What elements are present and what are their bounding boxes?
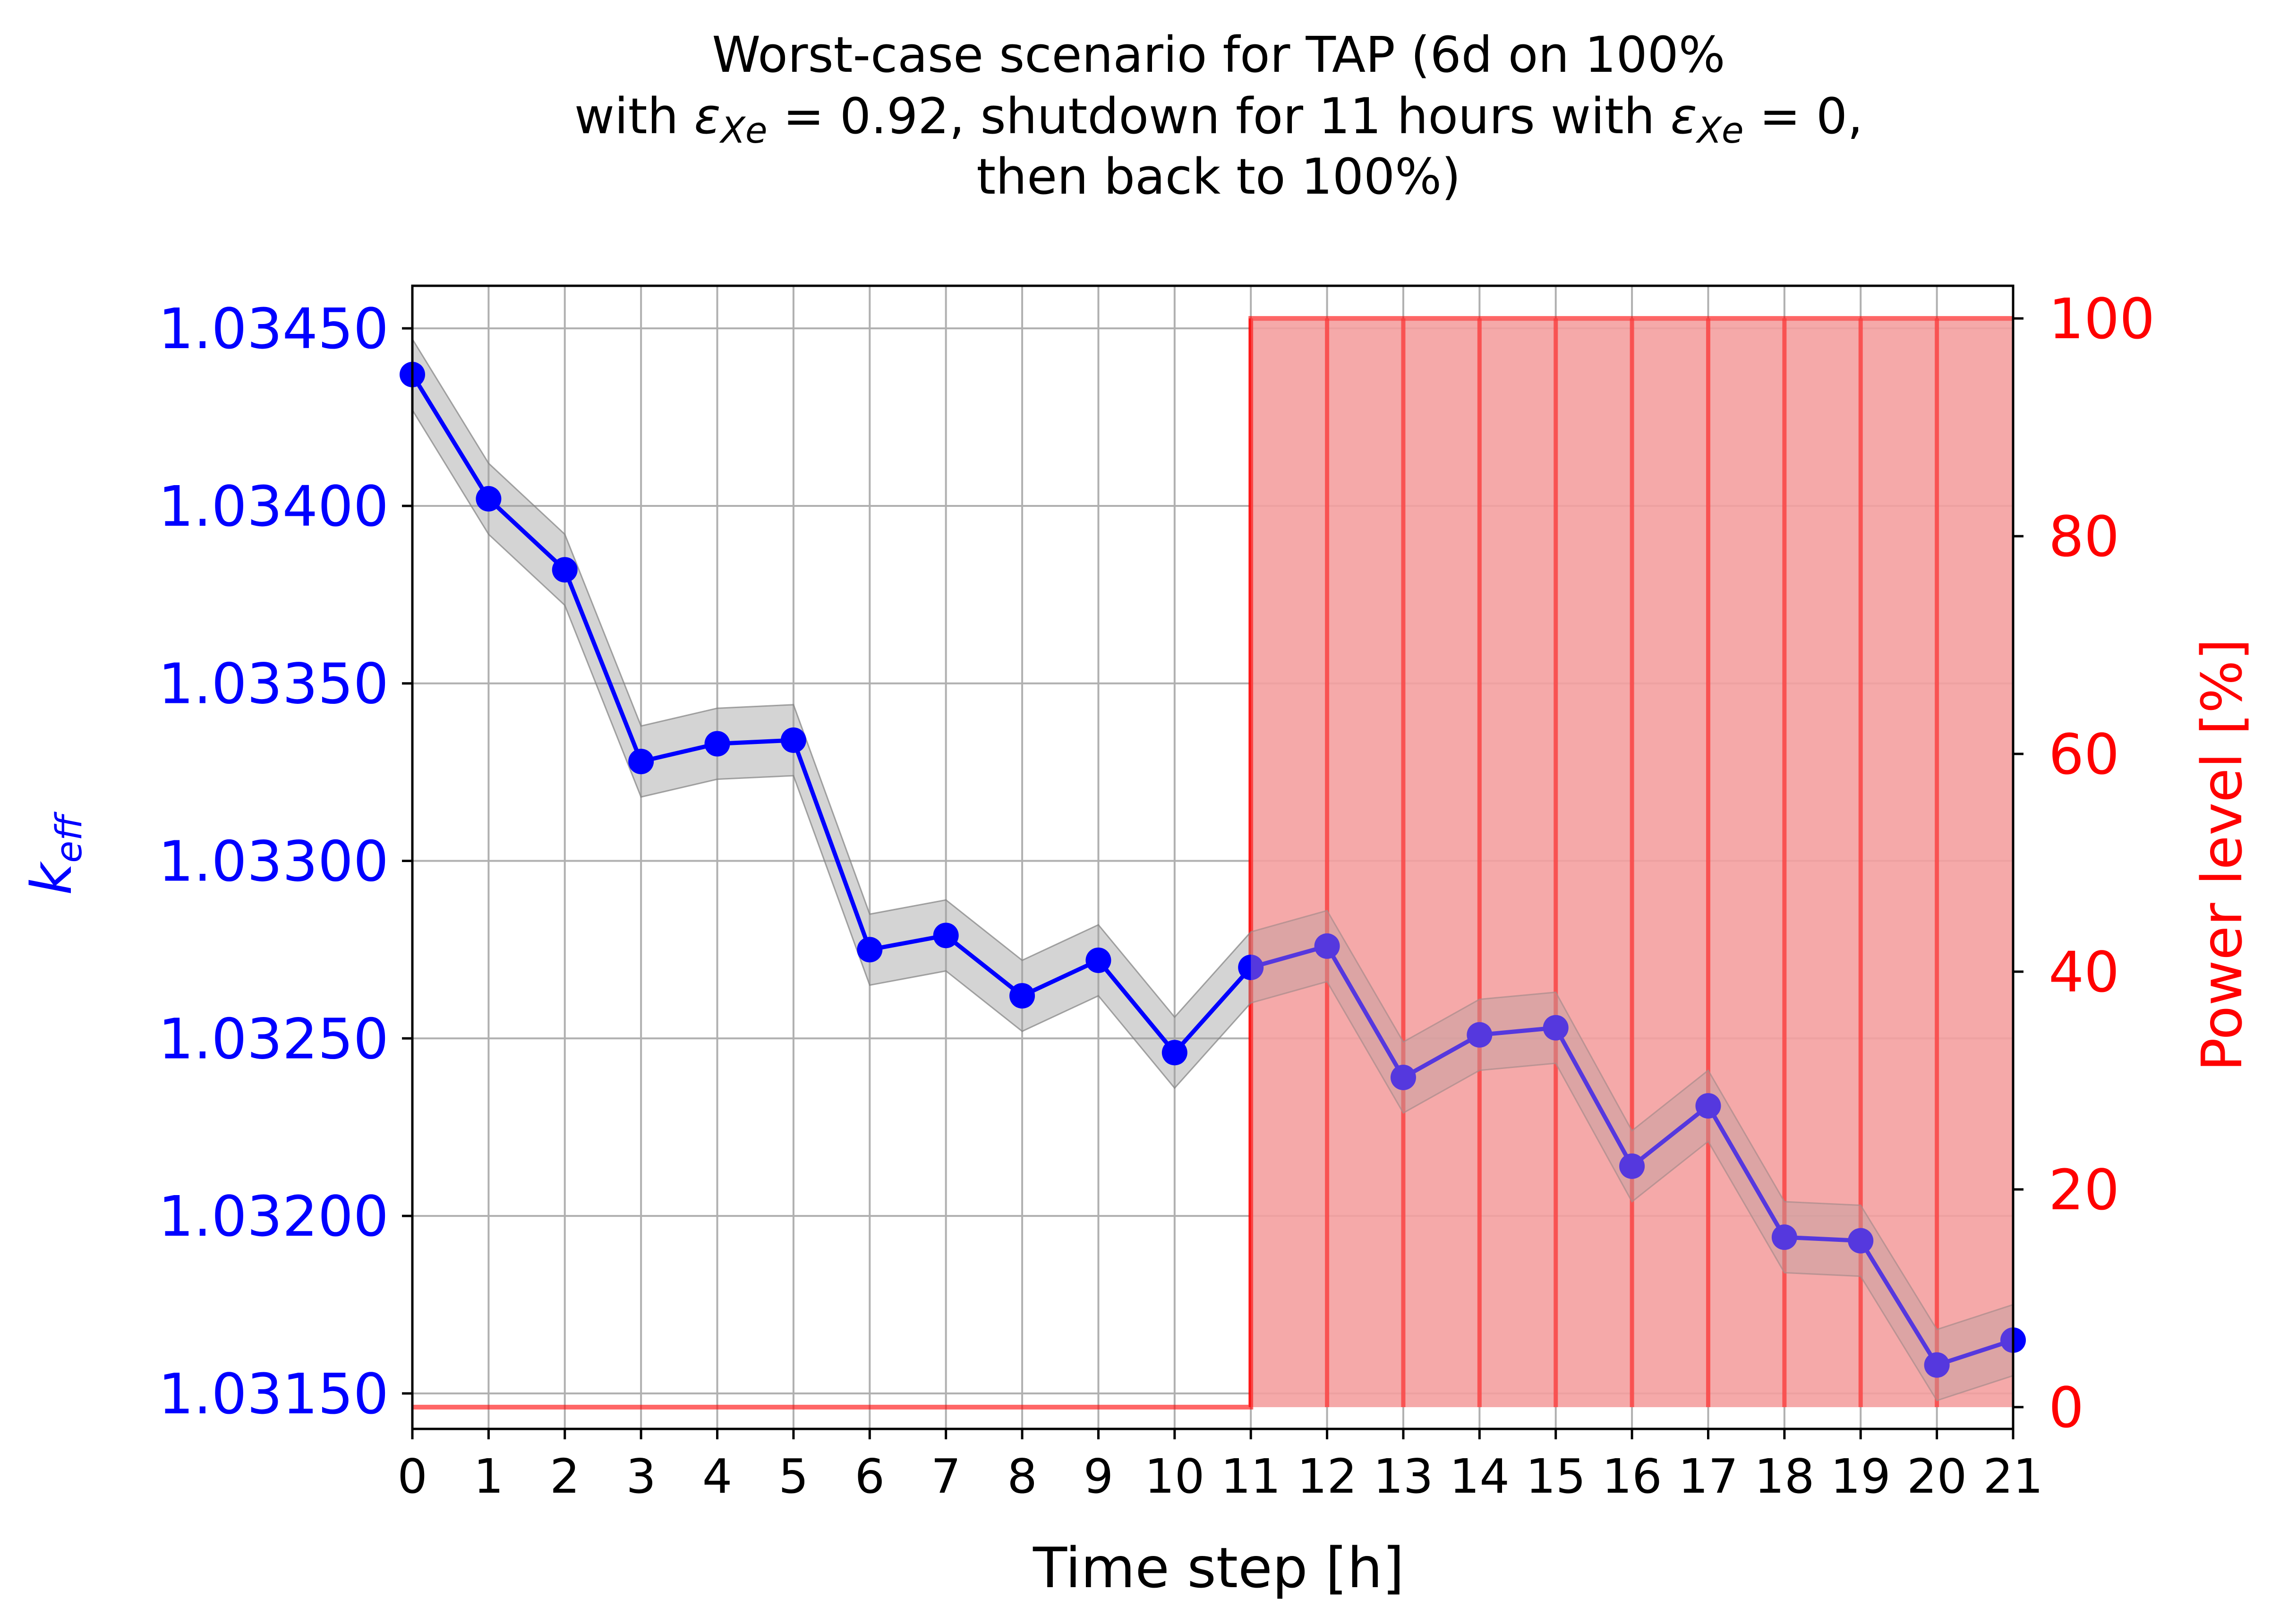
- x-tick-label: 15: [1526, 1449, 1586, 1504]
- keff-point: [1924, 1352, 1950, 1378]
- keff-point: [1695, 1093, 1721, 1119]
- y-left-tick-label: 1.03200: [158, 1184, 389, 1249]
- keff-point: [1848, 1228, 1874, 1254]
- x-tick-label: 13: [1373, 1449, 1433, 1504]
- y-axis-left-label: keff: [19, 812, 90, 895]
- title-epsilon-2: ε: [1671, 87, 1697, 145]
- x-tick-label: 8: [1007, 1449, 1037, 1504]
- x-tick-label: 6: [854, 1449, 885, 1504]
- y-axis-right-label: Power level [%]: [2189, 639, 2254, 1072]
- x-tick-label: 3: [626, 1449, 656, 1504]
- x-tick-label: 19: [1831, 1449, 1891, 1504]
- x-tick-label: 0: [397, 1449, 427, 1504]
- keff-point: [857, 937, 883, 963]
- title-epsilon-1: ε: [694, 87, 721, 145]
- x-tick-label: 17: [1678, 1449, 1738, 1504]
- x-tick-label: 21: [1983, 1449, 2043, 1504]
- power-fill-overlay: [1251, 318, 2013, 1407]
- x-tick-label: 18: [1754, 1449, 1814, 1504]
- keff-point: [1390, 1064, 1416, 1090]
- x-axis-label: Time step [h]: [1033, 1535, 1404, 1600]
- title-subscript-1: Xe: [719, 109, 768, 151]
- keff-point: [1238, 954, 1264, 980]
- chart-title-line-2: with εXe = 0.92, shutdown for 11 hours w…: [574, 87, 1863, 151]
- y-left-label-sub: eff: [48, 812, 90, 863]
- y-right-tick-label: 60: [2049, 722, 2119, 787]
- title-line-2-value-1: = 0.92, shutdown for 11 hours with: [768, 87, 1671, 145]
- keff-point: [628, 749, 654, 775]
- keff-point: [933, 923, 959, 949]
- keff-line: [410, 373, 2014, 1368]
- keff-point: [1771, 1224, 1797, 1250]
- keff-point: [1467, 1022, 1493, 1048]
- x-tick-label: 5: [778, 1449, 809, 1504]
- keff-series: [400, 318, 2026, 1407]
- y-left-tick-label: 1.03150: [158, 1361, 389, 1427]
- keff-point: [1619, 1153, 1645, 1179]
- power-series: [412, 316, 2013, 1410]
- title-subscript-2: Xe: [1695, 109, 1744, 151]
- title-line-2-value-2: = 0,: [1744, 87, 1863, 145]
- y-left-label-main: k: [19, 861, 84, 895]
- keff-point: [1161, 1040, 1187, 1066]
- y-right-tick-label: 80: [2049, 504, 2119, 569]
- y-axis-left-ticks: 1.03150 1.03200 1.03250 1.03300 1.03350 1.034…: [158, 296, 412, 1427]
- x-tick-label: 20: [1907, 1449, 1967, 1504]
- y-left-tick-label: 1.03450: [158, 296, 389, 361]
- keff-point: [1085, 947, 1111, 973]
- y-right-tick-label: 20: [2049, 1157, 2119, 1222]
- y-left-tick-label: 1.03350: [158, 651, 389, 717]
- keff-point: [1543, 1015, 1569, 1041]
- y-right-tick-label: 100: [2049, 286, 2155, 351]
- keff-point: [552, 557, 578, 583]
- x-tick-label: 4: [702, 1449, 733, 1504]
- chart-title-line-1: Worst-case scenario for TAP (6d on 100%: [712, 26, 1725, 84]
- plot-border: [411, 284, 2015, 1430]
- x-tick-label: 7: [931, 1449, 961, 1504]
- y-left-tick-label: 1.03400: [158, 474, 389, 539]
- x-tick-label: 1: [474, 1449, 504, 1504]
- chart-title: Worst-case scenario for TAP (6d on 100% …: [574, 26, 1863, 205]
- x-tick-label: 9: [1084, 1449, 1114, 1504]
- y-axis-right-ticks: 0 20 40 60 80 100: [2013, 286, 2155, 1440]
- chart-title-line-3: then back to 100%): [976, 148, 1460, 205]
- title-line-2-prefix: with: [574, 87, 694, 145]
- plot-frame: [411, 284, 2015, 1430]
- x-tick-label: 12: [1297, 1449, 1357, 1504]
- keff-point: [704, 731, 730, 757]
- x-tick-label: 14: [1450, 1449, 1510, 1504]
- y-left-tick-label: 1.03300: [158, 829, 389, 894]
- keff-point: [780, 727, 806, 753]
- x-tick-label: 10: [1144, 1449, 1204, 1504]
- x-tick-label: 16: [1602, 1449, 1662, 1504]
- y-left-tick-label: 1.03250: [158, 1006, 389, 1071]
- keff-point: [1314, 933, 1340, 959]
- keff-point: [1009, 983, 1035, 1009]
- x-tick-label: 11: [1221, 1449, 1281, 1504]
- y-right-tick-label: 0: [2049, 1375, 2084, 1440]
- y-right-tick-label: 40: [2049, 940, 2119, 1005]
- keff-point: [476, 486, 502, 512]
- x-axis-ticks: 0 1 2 3 4 5 6 7 8 9 10 11 12 13 14 15 16 17 18 19 20 21: [397, 1429, 2043, 1504]
- x-tick-label: 2: [550, 1449, 580, 1504]
